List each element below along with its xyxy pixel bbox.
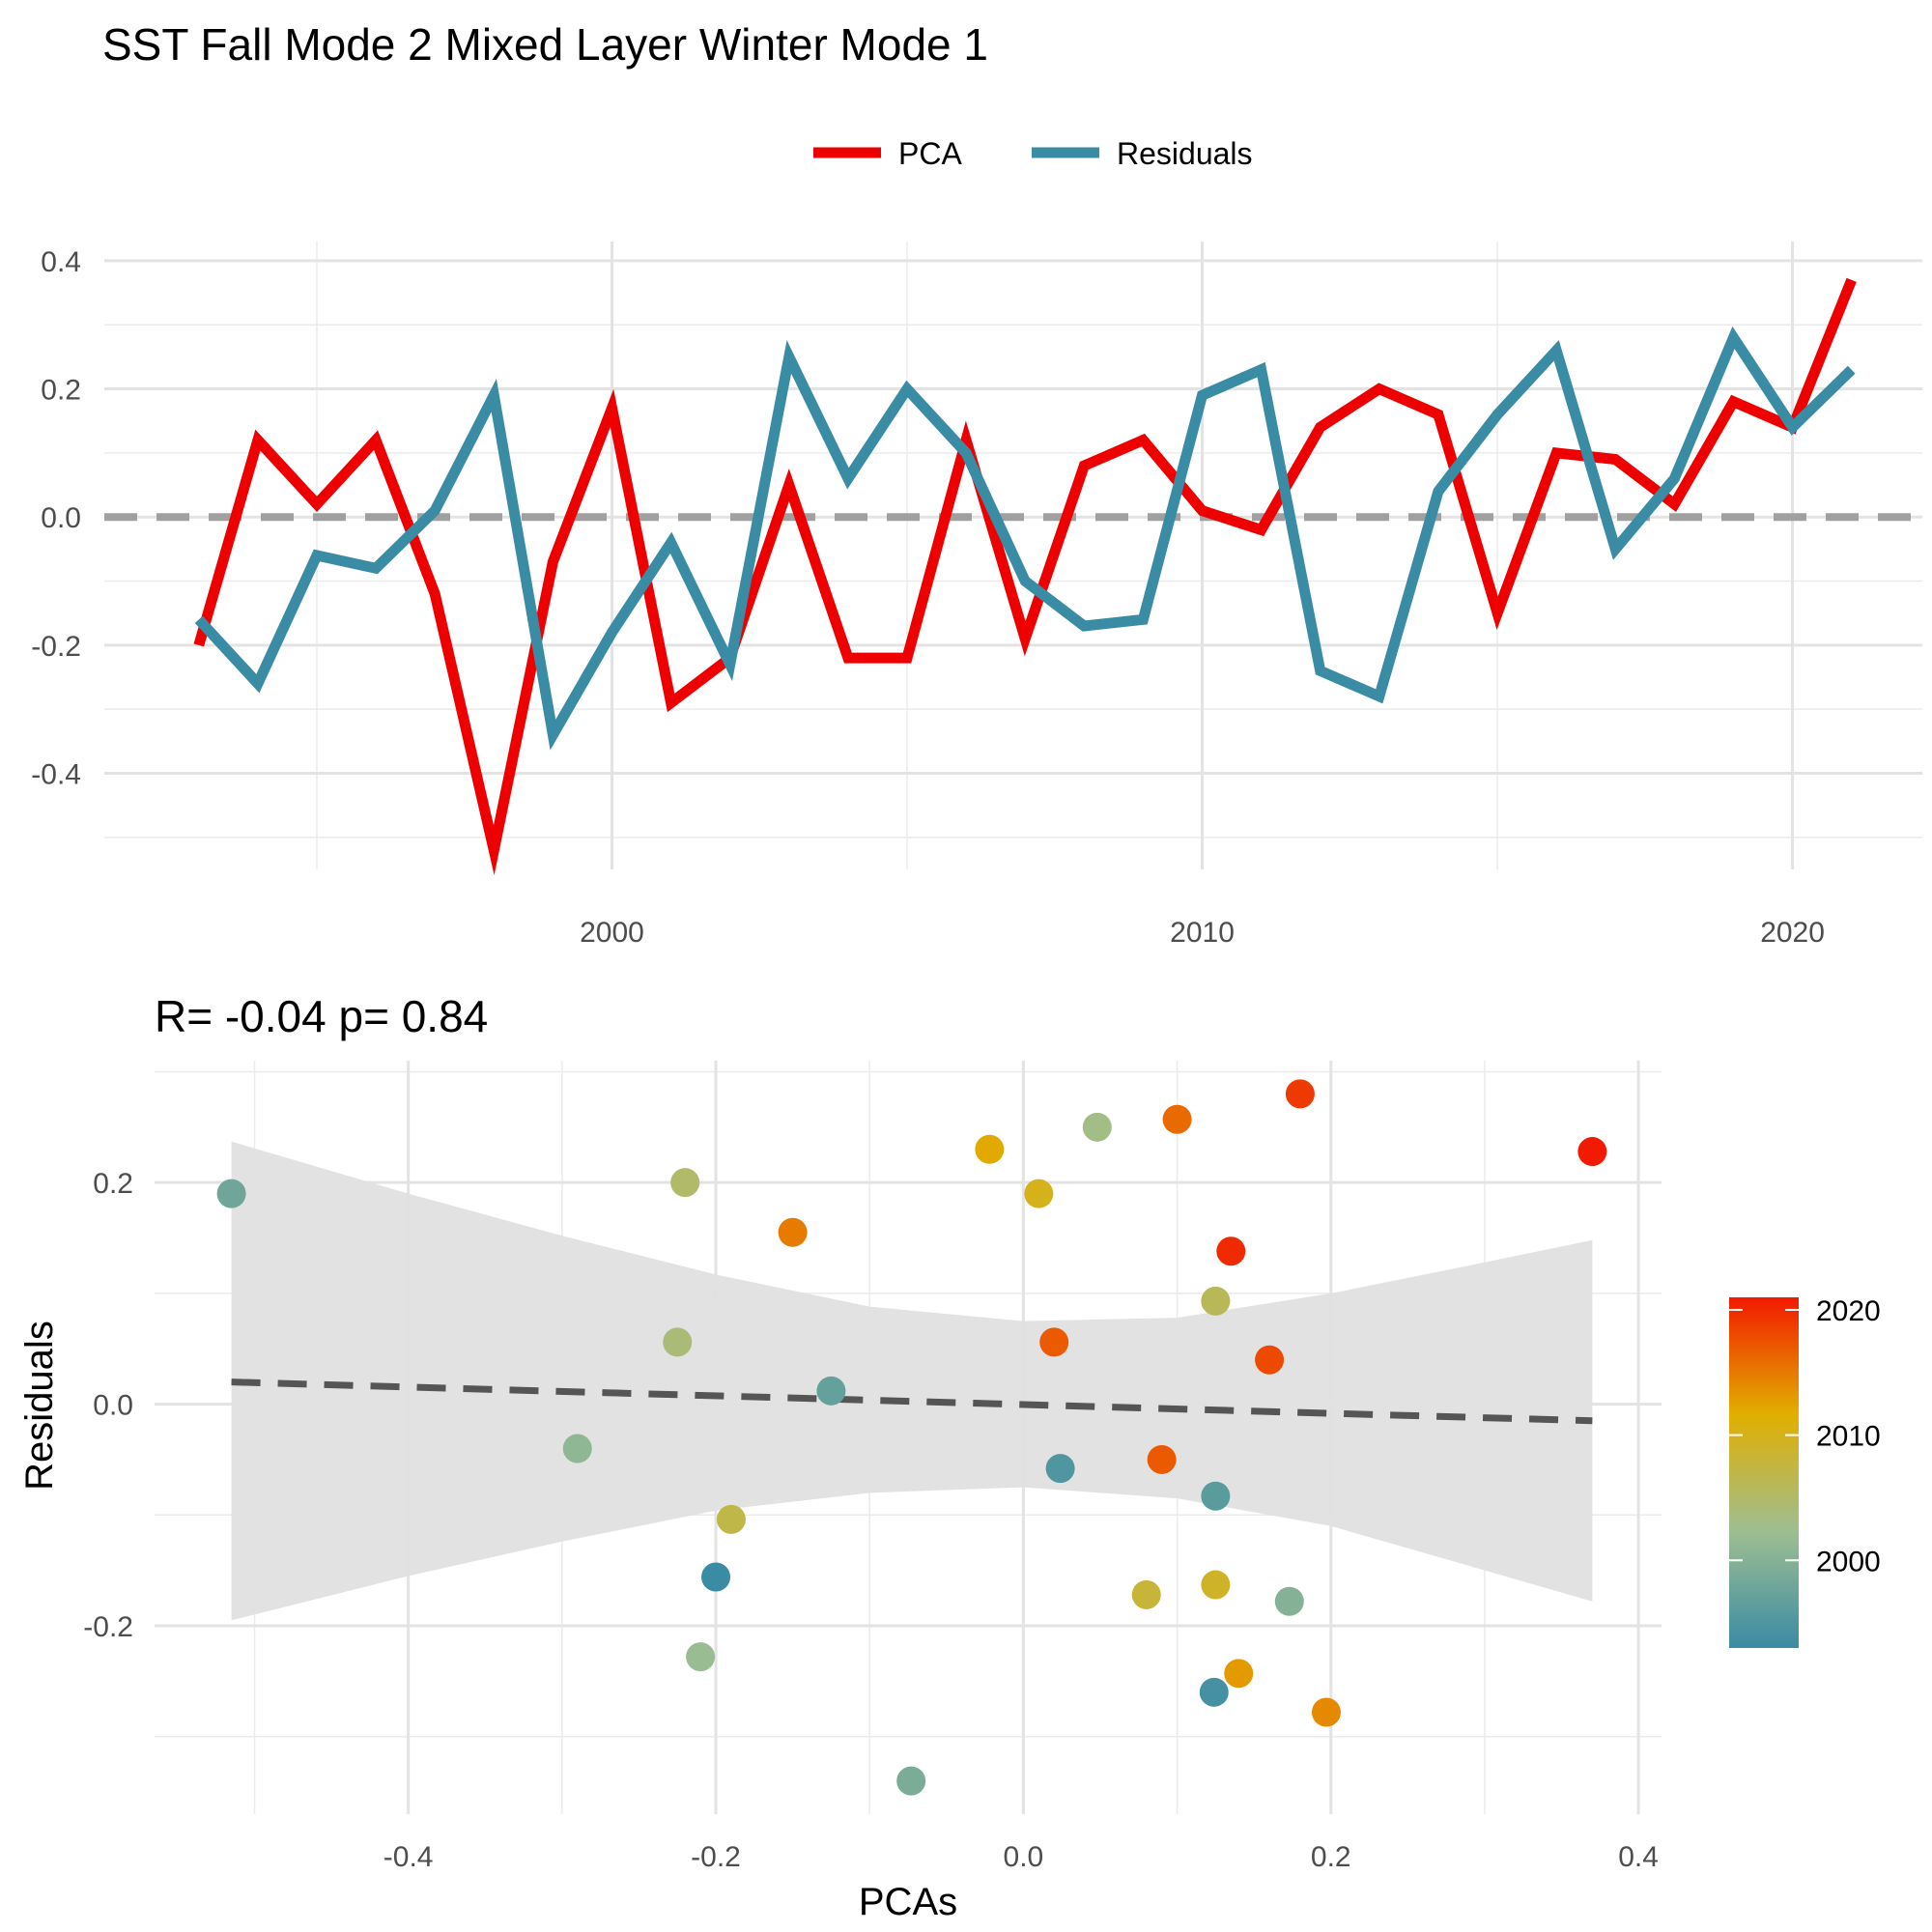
y-tick-label: 0.0 xyxy=(41,502,81,534)
x-axis-label: PCAs xyxy=(859,1881,957,1923)
scatter-title: R= -0.04 p= 0.84 xyxy=(155,991,488,1041)
x-tick-label: 2010 xyxy=(1170,917,1235,949)
scatter-point xyxy=(1147,1444,1177,1474)
y-axis-label: Residuals xyxy=(18,1321,61,1491)
scatter-point xyxy=(778,1217,808,1247)
scatter-point xyxy=(663,1327,693,1357)
legend-label-pca: PCA xyxy=(898,136,962,171)
scatter-point xyxy=(701,1562,731,1592)
x-tick-label: 2000 xyxy=(580,917,644,949)
legend-label-residuals: Residuals xyxy=(1117,136,1253,171)
colorbar-bar xyxy=(1729,1297,1799,1648)
chart-title: SST Fall Mode 2 Mixed Layer Winter Mode … xyxy=(102,19,988,70)
confidence-band xyxy=(231,1141,1593,1621)
y-tick-label: -0.4 xyxy=(31,759,81,791)
scatter-point xyxy=(1285,1079,1315,1109)
colorbar: 2000 2010 2020 xyxy=(1729,1295,1881,1648)
y-tick-label: -0.2 xyxy=(83,1611,133,1643)
scatter-point xyxy=(816,1376,846,1406)
timeseries-tick-labels: -0.4 -0.2 0.0 0.2 0.4 2000 2010 2020 xyxy=(31,246,1825,949)
scatter-point xyxy=(1201,1570,1231,1600)
colorbar-tick-label: 2020 xyxy=(1816,1295,1881,1327)
scatter-point xyxy=(1201,1481,1231,1511)
regression-line xyxy=(231,1378,1593,1425)
x-tick-label: -0.2 xyxy=(691,1841,741,1873)
scatter-point xyxy=(1255,1345,1285,1375)
scatter-point xyxy=(1201,1286,1231,1316)
timeseries-lines xyxy=(193,277,1857,875)
scatter-tick-labels: -0.4 -0.2 0.0 0.2 0.4 -0.2 0.0 0.2 xyxy=(83,1168,1659,1873)
y-tick-label: 0.2 xyxy=(41,375,81,407)
x-tick-label: 0.2 xyxy=(1311,1841,1351,1873)
scatter-point xyxy=(1311,1697,1341,1727)
scatter-point xyxy=(1224,1659,1254,1689)
scatter-point xyxy=(1162,1104,1192,1134)
scatter-point xyxy=(716,1504,746,1534)
series-line-pca xyxy=(193,277,1857,875)
scatter-point xyxy=(670,1168,700,1198)
scatter-point xyxy=(1045,1454,1075,1484)
colorbar-tick-label: 2000 xyxy=(1816,1546,1881,1577)
x-tick-label: 0.4 xyxy=(1618,1841,1659,1873)
colorbar-tick-label: 2010 xyxy=(1816,1421,1881,1453)
legend: PCA Residuals xyxy=(813,136,1253,171)
scatter-point xyxy=(975,1134,1005,1164)
x-tick-label: -0.4 xyxy=(384,1841,434,1873)
y-tick-label: 0.4 xyxy=(41,246,81,278)
scatter-point xyxy=(1199,1677,1229,1707)
y-tick-label: 0.0 xyxy=(93,1390,133,1422)
scatter-point xyxy=(1131,1579,1161,1609)
scatter-point xyxy=(1216,1236,1246,1266)
series-line-residuals xyxy=(194,326,1856,751)
timeseries-panel: -0.4 -0.2 0.0 0.2 0.4 2000 2010 2020 xyxy=(31,242,1922,949)
scatter-point xyxy=(1039,1327,1069,1357)
x-tick-label: 2020 xyxy=(1760,917,1825,949)
y-tick-label: 0.2 xyxy=(93,1168,133,1200)
x-tick-label: 0.0 xyxy=(1004,1841,1044,1873)
scatter-point xyxy=(1024,1179,1054,1208)
fit-line xyxy=(231,1378,1593,1425)
y-tick-label: -0.2 xyxy=(31,631,81,663)
scatter-point xyxy=(1577,1137,1607,1167)
scatter-points xyxy=(216,1079,1607,1796)
scatter-point xyxy=(1274,1586,1304,1616)
scatter-point xyxy=(896,1766,926,1796)
scatter-panel: R= -0.04 p= 0.84 -0.4 -0.2 0.0 0.2 0.4 -0.2 0.… xyxy=(18,991,1881,1923)
scatter-point xyxy=(686,1642,716,1672)
scatter-point xyxy=(216,1179,246,1208)
scatter-point xyxy=(562,1434,592,1463)
scatter-point xyxy=(1082,1112,1112,1142)
confidence-band-area xyxy=(231,1141,1593,1621)
